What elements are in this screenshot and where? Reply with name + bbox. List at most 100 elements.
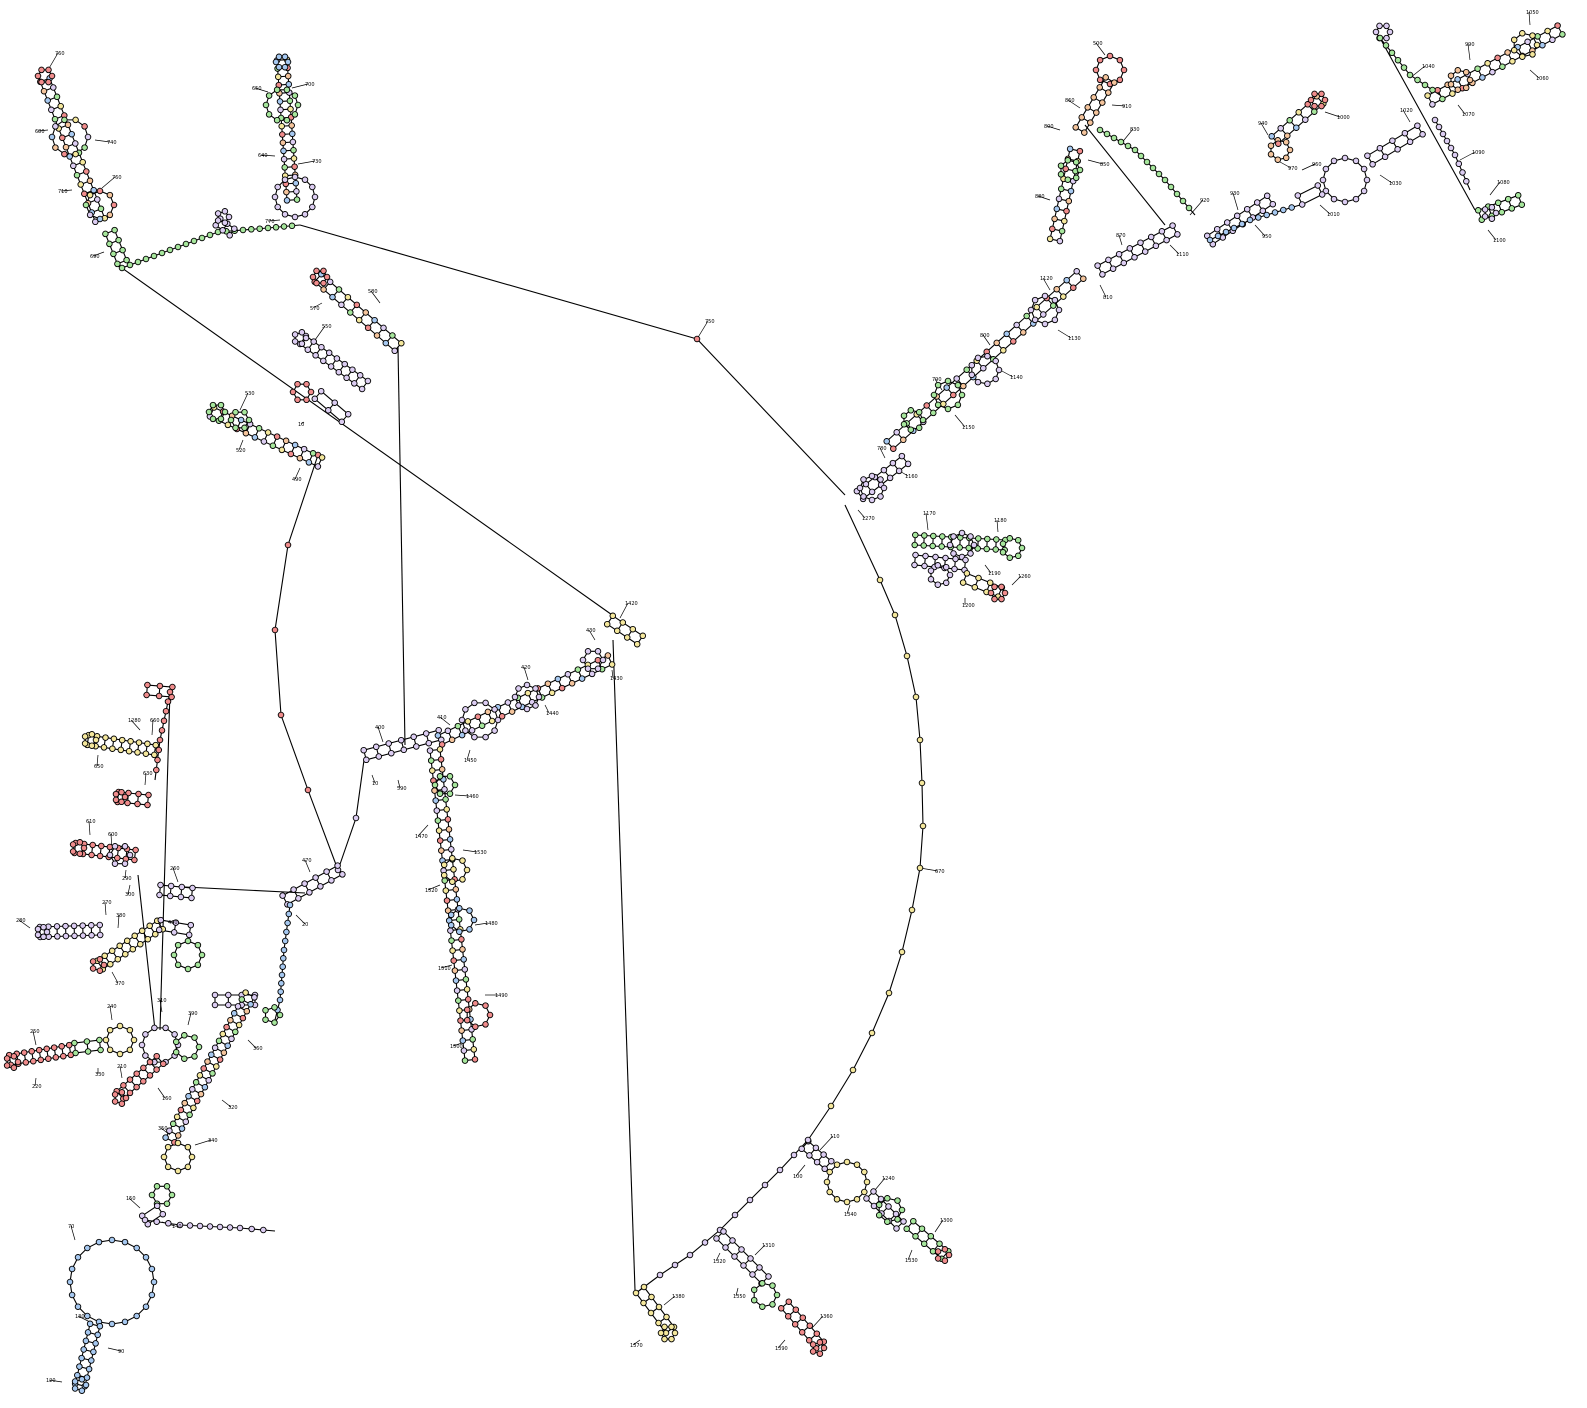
nucleotide — [117, 746, 125, 754]
nucleotide — [153, 1066, 160, 1073]
nucleotide — [1223, 219, 1231, 226]
nucleotide — [142, 1031, 149, 1038]
nucleotide — [919, 822, 927, 830]
nucleotide — [277, 106, 284, 114]
nucleotide — [1494, 54, 1501, 62]
nucleotide — [805, 1337, 813, 1344]
nucleotide — [276, 996, 284, 1004]
nucleotide — [940, 400, 947, 408]
nucleotide — [102, 734, 109, 741]
position-label: 10 — [372, 781, 378, 787]
nucleotide — [296, 454, 304, 462]
nucleotide — [452, 886, 460, 893]
nucleotide — [72, 1049, 79, 1057]
nucleotide — [934, 1248, 942, 1255]
nucleotide — [568, 680, 576, 687]
nucleotide — [293, 188, 300, 195]
nucleotide — [1311, 108, 1318, 115]
nucleotide — [163, 1200, 171, 1207]
nucleotide — [274, 203, 281, 211]
nucleotide — [991, 583, 998, 591]
nucleotide — [81, 740, 89, 747]
position-label: 810 — [1103, 295, 1113, 301]
nucleotide — [285, 910, 293, 918]
nucleotide — [453, 896, 461, 903]
nucleotide — [45, 1055, 52, 1062]
position-label: 360 — [253, 1046, 263, 1052]
position-label: 570 — [310, 306, 320, 312]
nucleotide — [1447, 144, 1455, 152]
nucleotide — [380, 324, 387, 332]
nucleotide — [944, 377, 952, 385]
nucleotide — [97, 1046, 104, 1054]
nucleotide — [447, 921, 455, 929]
nucleotide — [1000, 347, 1007, 354]
nucleotide — [1381, 153, 1389, 161]
position-label: 1310 — [762, 1243, 775, 1249]
nucleotide — [1447, 72, 1455, 79]
nucleotide — [1429, 86, 1436, 94]
nucleotide — [1488, 215, 1496, 222]
position-label: 280 — [16, 918, 26, 924]
nucleotide — [934, 381, 942, 389]
nucleotide — [48, 106, 55, 114]
nucleotide — [291, 331, 299, 338]
nucleotide — [1062, 165, 1069, 173]
nucleotide — [750, 1296, 758, 1304]
nucleotide — [283, 928, 290, 936]
nucleotide — [53, 93, 61, 101]
nucleotide — [283, 86, 291, 94]
nucleotide — [174, 1167, 182, 1175]
nucleotide — [1298, 201, 1306, 208]
nucleotide — [1311, 90, 1318, 98]
nucleotide — [156, 891, 163, 899]
nucleotide — [880, 484, 888, 492]
nucleotide — [870, 1202, 878, 1210]
position-label: 860 — [1065, 98, 1075, 104]
nucleotide — [81, 733, 89, 740]
position-label: 100 — [793, 1174, 803, 1180]
nucleotide — [205, 408, 213, 416]
nucleotide — [62, 932, 70, 940]
nucleotide — [362, 309, 369, 316]
position-label: 800 — [1044, 124, 1054, 130]
nucleotide — [916, 864, 924, 872]
nucleotide — [436, 790, 444, 797]
nucleotide — [868, 496, 876, 504]
nucleotide — [934, 401, 942, 409]
nucleotide — [276, 98, 284, 105]
nucleotide — [1383, 34, 1390, 42]
nucleotide — [325, 349, 333, 357]
position-label: 1530 — [474, 850, 487, 856]
nucleotide — [3, 1062, 11, 1069]
nucleotide — [462, 727, 469, 734]
nucleotide — [119, 246, 126, 254]
nucleotide — [1099, 271, 1106, 278]
nucleotide — [248, 226, 255, 233]
nucleotide — [190, 1104, 197, 1112]
nucleotide — [434, 817, 442, 824]
nucleotide — [1105, 89, 1112, 96]
position-label: 1380 — [672, 1294, 685, 1300]
nucleotide — [40, 933, 47, 941]
nucleotide — [221, 408, 229, 416]
nucleotide — [118, 788, 125, 796]
position-label: 1020 — [1400, 108, 1413, 114]
nucleotide — [284, 919, 291, 927]
nucleotide — [364, 377, 372, 385]
nucleotide — [164, 1143, 172, 1151]
nucleotide — [385, 740, 392, 747]
nucleotide — [174, 961, 182, 969]
nucleotide — [112, 790, 120, 798]
nucleotide — [633, 640, 641, 648]
nucleotide — [1263, 211, 1270, 219]
nucleotide — [918, 779, 926, 787]
nucleotide — [72, 116, 79, 124]
nucleotide — [194, 961, 202, 969]
nucleotide — [274, 183, 281, 191]
nucleotide — [893, 1225, 900, 1232]
position-label: 160 — [162, 1096, 172, 1102]
nucleotide — [156, 736, 164, 744]
nucleotide — [1064, 176, 1072, 183]
position-label: 780 — [877, 446, 887, 452]
